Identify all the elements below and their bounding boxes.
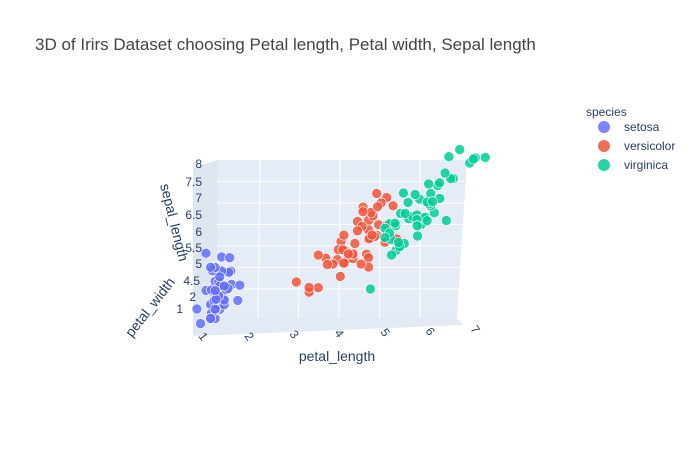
point-setosa[interactable] <box>218 280 230 292</box>
point-virginica[interactable] <box>402 197 414 208</box>
point-virginica[interactable] <box>421 215 433 226</box>
floor-wall <box>193 318 463 336</box>
point-versicolor[interactable] <box>291 276 302 288</box>
point-virginica[interactable] <box>443 151 455 162</box>
point-virginica[interactable] <box>379 232 391 243</box>
point-versicolor[interactable] <box>312 249 324 261</box>
x-tick-label: 7 <box>468 323 483 337</box>
z-tick-label: 7 <box>195 191 202 205</box>
gridline-v <box>298 159 301 319</box>
point-versicolor[interactable] <box>312 282 324 294</box>
point-virginica[interactable] <box>479 152 491 163</box>
gridline-v <box>257 159 261 319</box>
z-tick-label: 4.5 <box>183 274 200 288</box>
legend-marker <box>598 121 610 133</box>
data-points[interactable] <box>191 144 491 329</box>
point-virginica[interactable] <box>393 237 404 248</box>
point-versicolor[interactable] <box>334 271 346 282</box>
point-virginica[interactable] <box>427 196 438 207</box>
point-setosa[interactable] <box>214 271 225 283</box>
point-virginica[interactable] <box>439 167 451 179</box>
point-versicolor[interactable] <box>387 200 399 212</box>
point-virginica[interactable] <box>365 283 376 295</box>
point-versicolor[interactable] <box>303 282 315 293</box>
z-tick-label: 7.5 <box>185 175 202 189</box>
point-setosa[interactable] <box>209 285 221 296</box>
point-virginica[interactable] <box>389 217 401 229</box>
point-virginica[interactable] <box>411 220 423 232</box>
point-virginica[interactable] <box>423 178 434 190</box>
point-virginica[interactable] <box>399 208 411 219</box>
z-tick-label: 6.5 <box>185 208 202 222</box>
point-versicolor[interactable] <box>338 257 350 269</box>
x-tick-label: 6 <box>423 325 438 339</box>
point-versicolor[interactable] <box>355 258 367 270</box>
point-virginica[interactable] <box>454 144 466 155</box>
point-versicolor[interactable] <box>322 259 333 270</box>
legend-label: virginica <box>624 158 668 172</box>
point-setosa[interactable] <box>195 318 206 329</box>
legend-title: species <box>586 105 627 119</box>
legend-item-virginica[interactable]: virginica <box>598 158 668 172</box>
point-versicolor[interactable] <box>366 229 378 241</box>
legend-label: setosa <box>624 120 660 134</box>
point-virginica[interactable] <box>409 189 421 200</box>
legend-marker <box>598 140 610 152</box>
point-setosa[interactable] <box>209 303 221 315</box>
z-tick-label: 8 <box>195 157 202 171</box>
legend-item-setosa[interactable]: setosa <box>598 120 660 134</box>
point-setosa[interactable] <box>234 279 246 291</box>
point-versicolor[interactable] <box>349 238 361 249</box>
point-versicolor[interactable] <box>343 248 354 260</box>
point-versicolor[interactable] <box>371 188 383 199</box>
point-setosa[interactable] <box>191 303 203 315</box>
z-tick-label: 6 <box>195 225 202 239</box>
point-versicolor[interactable] <box>352 225 363 237</box>
x-axis-title: petal_length <box>299 348 375 364</box>
point-virginica[interactable] <box>434 177 445 189</box>
point-setosa[interactable] <box>205 261 216 273</box>
legend[interactable]: species setosa versicolor virginica <box>586 105 675 172</box>
legend-label: versicolor <box>624 139 675 153</box>
y-axis-title: petal_width <box>122 274 178 340</box>
point-setosa[interactable] <box>232 295 244 306</box>
point-virginica[interactable] <box>398 187 409 199</box>
point-virginica[interactable] <box>440 215 452 226</box>
point-virginica[interactable] <box>468 153 479 165</box>
z-tick-label: 5.5 <box>185 241 202 255</box>
point-setosa[interactable] <box>200 247 212 259</box>
point-setosa[interactable] <box>205 313 216 324</box>
z-tick-label: 2 <box>189 290 196 304</box>
point-virginica[interactable] <box>386 249 397 261</box>
z-tick-label: 5 <box>195 257 202 271</box>
legend-marker <box>598 159 610 171</box>
series-setosa[interactable] <box>191 247 246 329</box>
chart-title: 3D of Irirs Dataset choosing Petal lengt… <box>35 35 536 54</box>
point-versicolor[interactable] <box>372 201 383 212</box>
z-tick-label: 1 <box>176 302 183 316</box>
point-versicolor[interactable] <box>338 229 350 241</box>
z-axis-title: sepal_length <box>157 182 192 263</box>
point-virginica[interactable] <box>412 230 423 242</box>
legend-item-versicolor[interactable]: versicolor <box>598 139 675 153</box>
point-versicolor[interactable] <box>357 206 369 217</box>
point-setosa[interactable] <box>224 252 235 264</box>
series-virginica[interactable] <box>365 144 491 295</box>
